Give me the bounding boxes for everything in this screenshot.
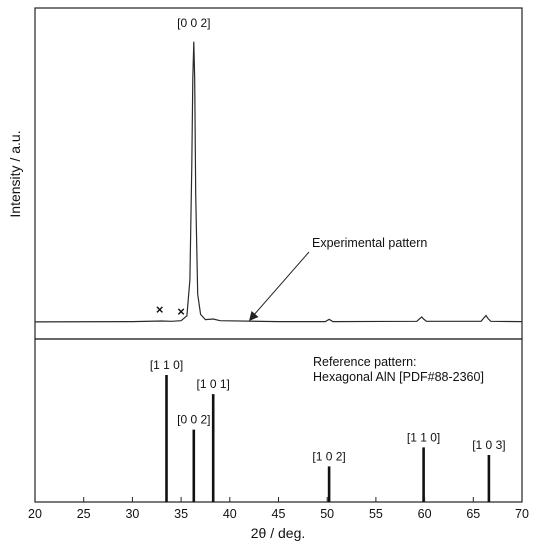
reference-title-line-2: Hexagonal AlN [PDF#88-2360] bbox=[313, 370, 484, 384]
impurity-marker: × bbox=[177, 304, 185, 319]
x-tick-label: 20 bbox=[28, 507, 42, 521]
x-tick-label: 70 bbox=[515, 507, 529, 521]
reference-title-line-1: Reference pattern: bbox=[313, 355, 417, 369]
top-panel-frame bbox=[34, 7, 523, 340]
x-tick-label: 60 bbox=[418, 507, 432, 521]
reference-peak-label: [1 0 2] bbox=[312, 449, 345, 463]
bottom-panel-frame bbox=[34, 338, 523, 503]
x-tick-label: 30 bbox=[125, 507, 139, 521]
y-axis-label: Intensity / a.u. bbox=[7, 130, 23, 217]
x-tick-label: 65 bbox=[466, 507, 480, 521]
reference-peak-label: [1 1 0] bbox=[150, 358, 183, 372]
impurity-marker: × bbox=[156, 302, 164, 317]
reference-peak-label: [1 0 3] bbox=[472, 438, 505, 452]
experimental-pattern-line bbox=[34, 41, 523, 323]
impurity-markers: × × bbox=[156, 302, 185, 319]
annotation-arrow-line bbox=[252, 251, 310, 317]
reference-peaks: [1 1 0] [0 0 2] [1 0 1] [1 0 2] [1 1 0] [1 0 … bbox=[150, 358, 506, 502]
x-tick-label: 45 bbox=[272, 507, 286, 521]
x-axis-ticks: 20 25 30 35 40 45 50 55 60 65 70 bbox=[28, 497, 529, 521]
annotation-arrowhead bbox=[249, 311, 259, 321]
reference-peak-label: [0 0 2] bbox=[177, 413, 210, 427]
x-axis-label: 2θ / deg. bbox=[251, 525, 306, 541]
experimental-pattern-annotation: Experimental pattern bbox=[312, 236, 427, 250]
x-tick-label: 35 bbox=[174, 507, 188, 521]
peak-label-002: [0 0 2] bbox=[177, 16, 210, 30]
x-tick-label: 55 bbox=[369, 507, 383, 521]
x-tick-label: 40 bbox=[223, 507, 237, 521]
reference-peak-label: [1 1 0] bbox=[407, 430, 440, 444]
x-tick-label: 25 bbox=[77, 507, 91, 521]
x-tick-label: 50 bbox=[320, 507, 334, 521]
reference-peak-label: [1 0 1] bbox=[197, 377, 230, 391]
